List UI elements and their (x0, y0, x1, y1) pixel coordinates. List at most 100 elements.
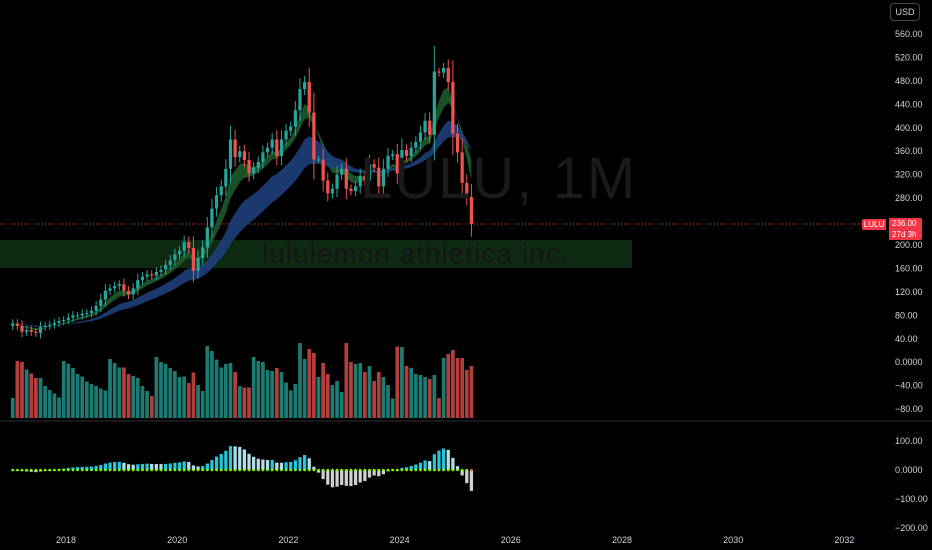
candle-body (214, 195, 219, 209)
volume-bar (367, 366, 372, 418)
oscillator-tick-label: 100.00 (895, 436, 923, 446)
macd-signal-dot (127, 468, 130, 472)
volume-bar (446, 354, 451, 418)
symbol-price-tag: LULU (862, 219, 886, 230)
price-tick-label: 480.00 (895, 76, 923, 86)
volume-bar (191, 372, 196, 418)
macd-signal-dot (80, 468, 84, 472)
candle-body (191, 247, 196, 271)
volume-bar (441, 358, 446, 418)
ema-bands (12, 87, 472, 331)
candle-body (293, 110, 297, 127)
price-tick-label: 440.00 (895, 99, 923, 109)
candle-body (289, 126, 293, 131)
volume-bar (312, 353, 316, 418)
candle-body (145, 274, 149, 277)
macd-bar (404, 467, 409, 470)
candle-body (71, 315, 75, 318)
volume-bar (372, 381, 376, 418)
candle-body (353, 186, 358, 192)
volume-bar (325, 374, 330, 418)
volume-bar (321, 363, 326, 418)
candle-body (284, 130, 288, 140)
oscillator-tick-label: −200.00 (895, 523, 928, 533)
macd-signal-dot (215, 468, 218, 472)
candle-body (386, 155, 390, 169)
volume-bar (71, 368, 75, 418)
macd-bar (99, 465, 103, 470)
volume-bar (75, 374, 80, 418)
macd-signal-dot (48, 468, 52, 472)
volume-bar (298, 343, 302, 418)
candle-body (465, 182, 469, 197)
candle-body (321, 159, 325, 181)
oscillator-axis[interactable]: 100.00 0.0000 −100.00 −200.00 (895, 436, 928, 533)
volume-bar (29, 373, 34, 418)
macd-signal-dot (363, 468, 367, 472)
volume-bar (122, 367, 126, 418)
macd-signal-dot (206, 468, 209, 472)
candle-body (99, 299, 103, 306)
candle-body (173, 254, 177, 261)
volume-bar (451, 350, 455, 418)
oscillator-tick-label: −100.00 (895, 494, 928, 504)
candle-body (238, 151, 242, 158)
volume-bar (390, 398, 395, 418)
volume-bar (80, 376, 85, 418)
macd-signal-dot (159, 468, 163, 472)
macd-signal-dot (201, 468, 204, 472)
price-tick-label: −80.00 (895, 404, 923, 414)
macd-bar (418, 462, 423, 470)
macd-signal-dot (335, 468, 339, 472)
macd-signal-dot (62, 468, 65, 472)
volume-bar (173, 371, 177, 418)
macd-signal-dot (150, 468, 154, 472)
volume-bar (307, 349, 312, 418)
volume-bar (288, 390, 293, 418)
macd-signal-dot (145, 468, 149, 472)
macd-bar (321, 470, 325, 480)
volume-bar (182, 376, 187, 418)
candle-body (219, 186, 223, 196)
macd-signal-dot (243, 468, 246, 472)
macd-signal-dot (67, 468, 70, 472)
macd-signal-dot (25, 468, 28, 472)
macd-bar (353, 470, 358, 486)
volume-bar (302, 359, 307, 418)
volume-bar (57, 397, 61, 418)
price-tick-label: 320.00 (895, 170, 923, 180)
macd-signal-dot (85, 468, 89, 472)
time-axis[interactable]: 2018 2020 2022 2024 2026 2028 2030 2032 (56, 535, 854, 545)
macd-signal-dot (164, 468, 167, 472)
volume-bar (353, 364, 358, 418)
macd-signal-dot (256, 468, 260, 472)
volume-bar (89, 384, 94, 418)
candle-body (270, 139, 274, 148)
macd-signal-dot (11, 468, 15, 472)
currency-button[interactable]: USD (890, 3, 920, 21)
macd-bar (279, 462, 284, 470)
volume-bar (427, 379, 432, 418)
candle-body (150, 274, 154, 276)
macd-signal-dot (261, 468, 265, 472)
volume-bar (47, 390, 52, 418)
candle-body (418, 132, 423, 142)
macd-bar (233, 446, 237, 470)
volume-bar (293, 384, 298, 418)
volume-bar (200, 391, 205, 418)
candle-body (177, 250, 182, 255)
volume-bar (177, 377, 182, 418)
volume-bar (464, 370, 469, 418)
volume-bar (270, 371, 275, 418)
candle-body (15, 323, 19, 326)
macd-bar (358, 470, 362, 483)
macd-signal-dot (136, 468, 140, 472)
macd-signal-dot (104, 468, 107, 472)
volume-bar (455, 358, 460, 418)
candle-body (400, 150, 404, 174)
candle-body (335, 174, 339, 189)
macd-signal-dot (358, 468, 362, 472)
macd-signal-dot (192, 468, 195, 472)
volume-bar (112, 363, 117, 418)
